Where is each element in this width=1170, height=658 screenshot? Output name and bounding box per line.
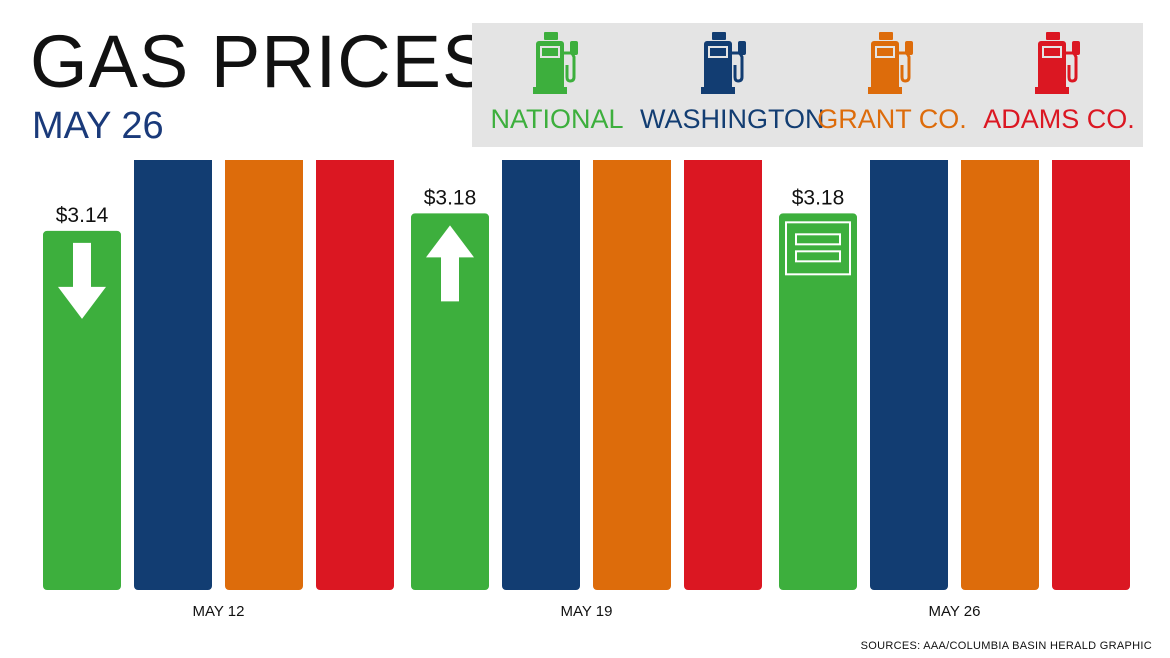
chart-subtitle: MAY 26 [32, 105, 164, 147]
category-label: MAY 19 [561, 603, 613, 620]
legend-item-grant: GRANT CO. [807, 23, 977, 147]
bar-national-3 [779, 213, 857, 590]
bar-grant-co-1 [225, 160, 303, 590]
chart-title: GAS PRICES [30, 20, 493, 103]
legend-label-grant: GRANT CO. [817, 104, 967, 134]
bar-national-1 [43, 230, 121, 590]
value-label: $3.18 [424, 186, 477, 209]
category-label: MAY 26 [929, 603, 981, 620]
gas-pump-icon [868, 32, 913, 94]
legend-label-washington: WASHINGTON [640, 104, 825, 134]
category-label: MAY 12 [193, 603, 245, 620]
legend-item-washington: WASHINGTON [640, 23, 825, 147]
bar-chart: $3.14$4.28$4.28$4.20MAY 12$3.18$4.35$4.3… [43, 160, 1130, 620]
legend-label-national: NATIONAL [490, 104, 624, 134]
bar-national-2 [411, 213, 489, 590]
legend-item-national: NATIONAL [472, 23, 642, 147]
bar-grant-co-3 [961, 160, 1039, 590]
arrow-up-icon [426, 225, 474, 302]
gas-pump-icon [533, 32, 578, 94]
value-label: $3.18 [792, 186, 845, 209]
bar-washington-3 [870, 160, 948, 590]
bar-adams-co-3 [1052, 160, 1130, 590]
value-label: $3.14 [56, 204, 109, 227]
arrow-down-icon [58, 242, 106, 319]
legend-label-adams: ADAMS CO. [983, 104, 1135, 134]
bar-adams-co-1 [316, 160, 394, 590]
gas-pump-icon [701, 32, 746, 94]
bar-grant-co-2 [593, 160, 671, 590]
bar-adams-co-2 [684, 160, 762, 590]
equal-icon [785, 221, 851, 276]
gas-pump-icon [1035, 32, 1080, 94]
legend: NATIONAL WASHINGTON GRANT CO. ADAMS CO. [472, 23, 1143, 147]
bar-washington-2 [502, 160, 580, 590]
source-note: SOURCES: AAA/COLUMBIA BASIN HERALD GRAPH… [860, 640, 1152, 652]
bar-washington-1 [134, 160, 212, 590]
legend-item-adams: ADAMS CO. [974, 23, 1144, 147]
